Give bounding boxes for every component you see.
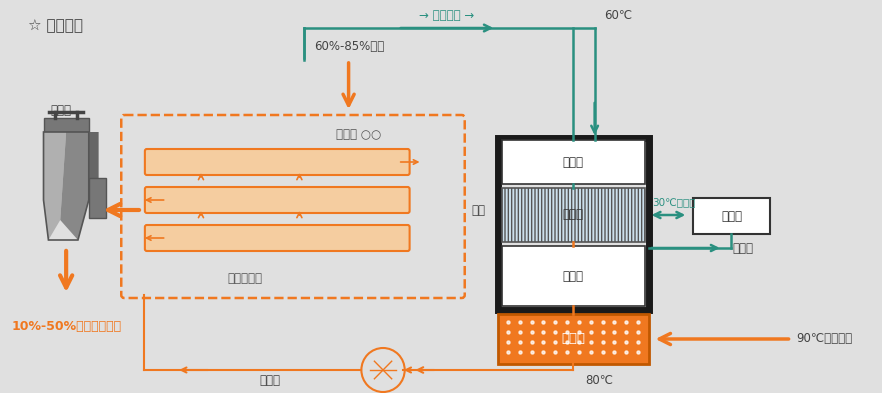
Bar [498, 314, 649, 364]
Bar [502, 188, 645, 242]
Text: 热空气: 热空气 [259, 374, 280, 387]
FancyBboxPatch shape [145, 149, 409, 175]
Text: 带式干燥器: 带式干燥器 [228, 272, 263, 285]
Text: 回热器: 回热器 [563, 270, 584, 283]
Bar [43, 118, 89, 132]
Text: 加热器: 加热器 [561, 332, 585, 345]
Bar [693, 198, 770, 234]
Text: 成型机 ○○: 成型机 ○○ [336, 129, 381, 141]
FancyBboxPatch shape [145, 187, 409, 213]
Text: 冷却塔: 冷却塔 [721, 209, 742, 222]
Text: 30℃冷却水: 30℃冷却水 [652, 197, 695, 207]
Text: 回热器: 回热器 [563, 156, 584, 169]
Polygon shape [60, 132, 89, 240]
Text: 80℃: 80℃ [585, 374, 613, 387]
FancyBboxPatch shape [145, 225, 409, 251]
Bar [89, 178, 107, 218]
Text: 60℃: 60℃ [604, 9, 632, 22]
Text: 冷却器: 冷却器 [563, 209, 584, 222]
Text: 60%-85%湿泥: 60%-85%湿泥 [314, 40, 385, 53]
Polygon shape [43, 132, 66, 240]
Text: 干料仓: 干料仓 [51, 103, 71, 116]
Polygon shape [89, 132, 99, 200]
Bar [498, 138, 649, 310]
Text: ☆ 工作原理: ☆ 工作原理 [27, 18, 83, 33]
Bar [502, 246, 645, 306]
Text: 90℃余热热水: 90℃余热热水 [796, 332, 853, 345]
Text: 换热: 换热 [472, 204, 485, 217]
Text: → 空气循环 →: → 空气循环 → [419, 9, 475, 22]
Bar [502, 140, 645, 184]
Text: 10%-50%干泥（可调）: 10%-50%干泥（可调） [11, 320, 121, 333]
Text: 冷凝水: 冷凝水 [732, 242, 753, 255]
